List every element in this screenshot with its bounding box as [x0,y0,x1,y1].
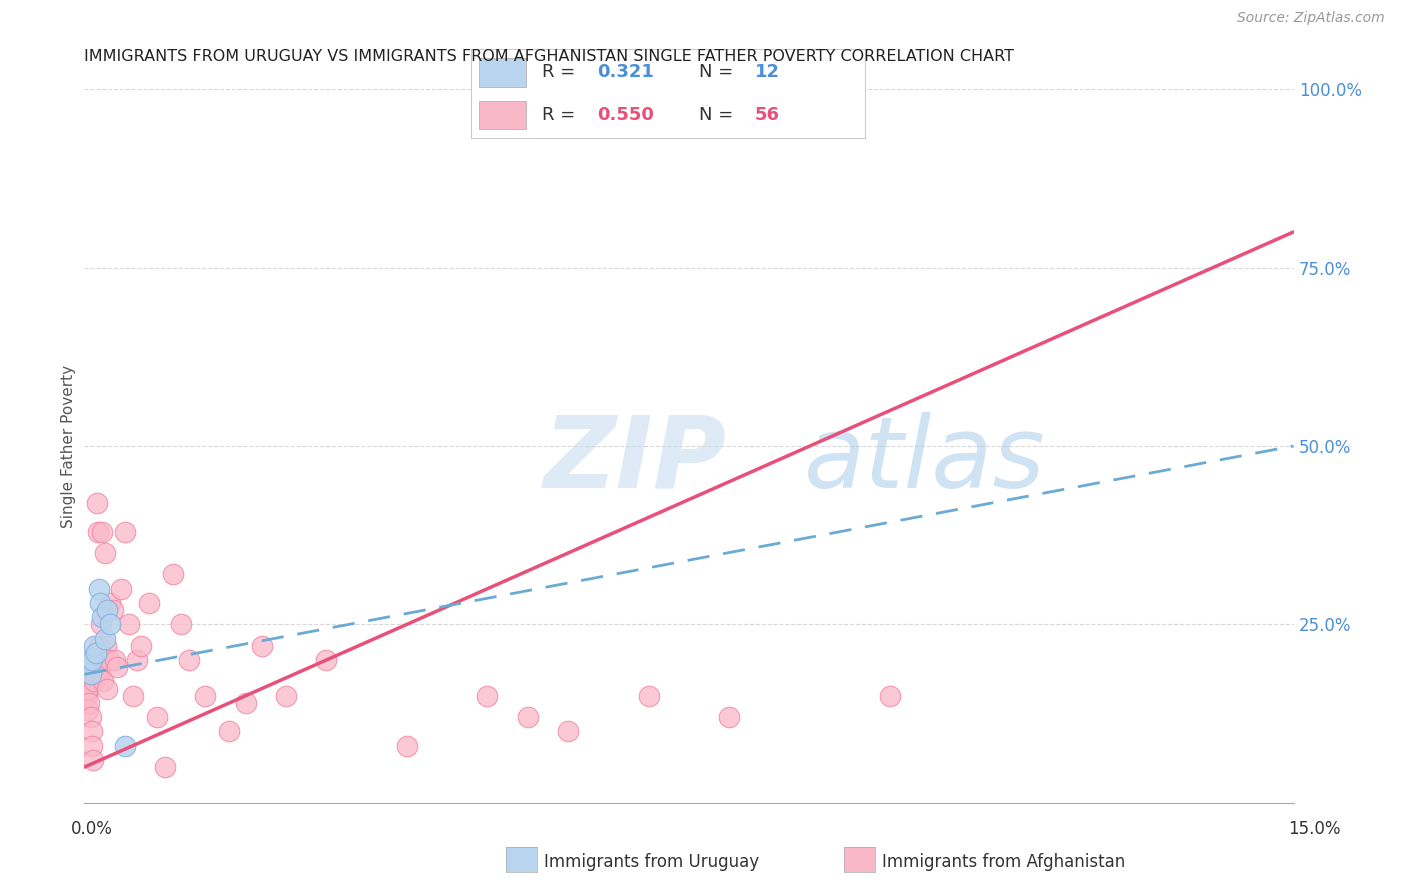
Point [315,653,337,667]
Text: atlas: atlas [804,412,1046,508]
Point [146,710,169,724]
Text: Source: ZipAtlas.com: Source: ZipAtlas.com [1237,12,1385,25]
Point [477,689,499,703]
Point [82,653,104,667]
Point [89,596,111,610]
Text: N =: N = [699,63,740,81]
Point [114,524,136,539]
Point [76,689,98,703]
Point [104,653,127,667]
Point [162,567,184,582]
Point [82,739,104,753]
Point [91,610,114,624]
Point [799,82,821,96]
Text: 0.321: 0.321 [598,63,654,81]
Bar [479,101,526,129]
Point [170,617,193,632]
Point [89,653,111,667]
Text: ZIP: ZIP [544,412,727,508]
Point [91,524,114,539]
Point [83,674,105,689]
Point [87,582,110,596]
Point [114,739,136,753]
Point [83,653,105,667]
Point [90,617,112,632]
Text: Immigrants from Uruguay: Immigrants from Uruguay [544,853,759,871]
Point [101,603,124,617]
Point [250,639,273,653]
Point [118,617,141,632]
Point [86,667,108,681]
Point [77,681,100,696]
Point [80,667,103,681]
Point [98,617,121,632]
Point [83,639,105,653]
Point [87,524,110,539]
Point [718,710,741,724]
Point [89,667,111,681]
Point [93,632,115,646]
Point [96,603,118,617]
Point [93,546,115,560]
Point [75,674,97,689]
Point [98,596,121,610]
Point [84,660,107,674]
Point [153,760,176,774]
Point [105,660,128,674]
Point [76,703,98,717]
Text: 12: 12 [755,63,779,81]
Point [110,582,132,596]
Point [121,689,143,703]
Point [94,639,117,653]
Text: R =: R = [541,106,581,124]
Y-axis label: Single Father Poverty: Single Father Poverty [60,365,76,527]
Point [80,724,103,739]
Point [77,696,100,710]
Point [879,689,901,703]
Point [86,496,108,510]
Text: 56: 56 [755,106,779,124]
Point [179,653,201,667]
Bar [479,58,526,87]
Text: N =: N = [699,106,740,124]
Text: 15.0%: 15.0% [1288,820,1341,838]
Point [129,639,152,653]
Point [82,753,104,767]
Text: IMMIGRANTS FROM URUGUAY VS IMMIGRANTS FROM AFGHANISTAN SINGLE FATHER POVERTY COR: IMMIGRANTS FROM URUGUAY VS IMMIGRANTS FR… [84,49,1014,64]
Point [274,689,297,703]
Point [138,596,160,610]
Text: 0.550: 0.550 [598,106,654,124]
Point [194,689,217,703]
Point [91,674,114,689]
Point [80,710,103,724]
Text: R =: R = [541,63,581,81]
Point [96,681,118,696]
Point [87,639,110,653]
Point [218,724,240,739]
Point [125,653,148,667]
Point [557,724,579,739]
Text: 0.0%: 0.0% [70,820,112,838]
Text: Immigrants from Afghanistan: Immigrants from Afghanistan [882,853,1125,871]
Point [77,653,100,667]
Point [395,739,418,753]
Point [235,696,257,710]
Point [516,710,538,724]
Point [86,646,108,660]
Point [79,667,101,681]
Point [97,653,120,667]
Point [637,689,659,703]
